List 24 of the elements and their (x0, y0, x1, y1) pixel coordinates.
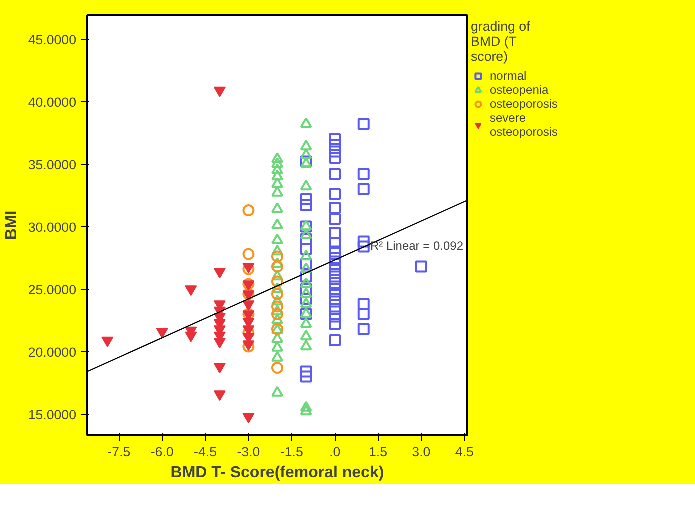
legend-title: grading of BMD (T score) (471, 19, 532, 64)
x-tick-label: -6.0 (150, 444, 174, 460)
y-tick-label: 25.0000 (28, 282, 77, 298)
x-tick-label: -4.5 (194, 444, 218, 460)
y-tick-label: 35.0000 (28, 157, 77, 172)
y-axis-title: BMI (3, 210, 20, 240)
legend-label: osteoporosis (490, 97, 558, 111)
annotation: R² Linear = 0.092 (370, 238, 464, 253)
y-tick-label: 30.0000 (28, 220, 77, 235)
y-tick-label: 15.0000 (28, 407, 77, 422)
legend-label: osteopenia (490, 83, 549, 97)
x-tick-label: .0 (330, 444, 341, 460)
x-tick-label: -3.0 (237, 444, 260, 460)
x-tick-label: -1.5 (280, 444, 304, 460)
y-tick-label: 20.0000 (28, 344, 77, 360)
x-axis-title: BMD T- Score(femoral neck) (170, 464, 384, 482)
y-tick-label: 40.0000 (28, 94, 77, 110)
x-tick-label: 1.5 (368, 444, 388, 460)
x-tick-label: 4.5 (455, 444, 474, 460)
x-tick-label: -7.5 (108, 444, 131, 460)
y-tick-label: 45.0000 (28, 32, 77, 48)
legend-label: normal (490, 69, 527, 83)
x-tick-label: 3.0 (412, 444, 431, 460)
legend-label: severe osteoporosis (490, 111, 558, 139)
